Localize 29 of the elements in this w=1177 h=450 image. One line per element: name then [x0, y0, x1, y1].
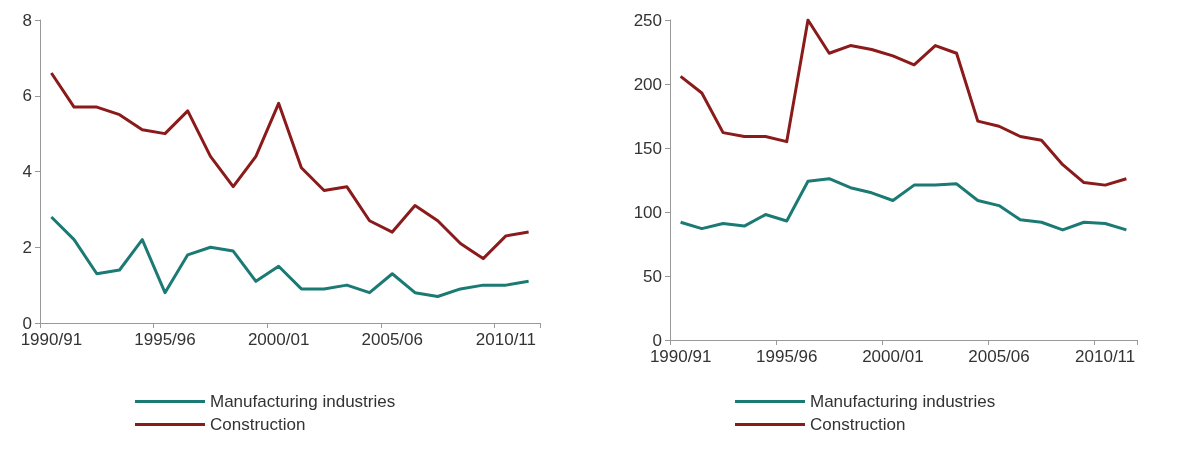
y-tick-label: 200 — [633, 74, 662, 94]
y-tick-label: 0 — [22, 313, 32, 333]
legend-label: Construction — [210, 415, 306, 434]
y-tick-label: 150 — [633, 138, 662, 158]
line-series — [49, 71, 531, 261]
x-tick-label: 2005/06 — [361, 330, 423, 349]
y-tick-label: 8 — [22, 10, 32, 30]
x-tick-label: 2010/11 — [475, 330, 537, 349]
x-tick-label: 1990/91 — [20, 330, 83, 349]
y-tick-label: 50 — [643, 266, 662, 286]
x-tick-label: 1995/96 — [134, 330, 196, 349]
y-tick-label: 250 — [633, 10, 662, 30]
line-series — [49, 215, 531, 298]
y-tick-label: 100 — [633, 202, 662, 222]
y-tick-label: 2 — [22, 237, 32, 257]
line-series — [679, 18, 1128, 187]
x-tick-label: 2010/11 — [1075, 347, 1136, 366]
legend-label: Manufacturing industries — [210, 392, 396, 411]
x-tick-label: 1990/91 — [649, 347, 712, 366]
x-tick-label: 2005/06 — [968, 347, 1030, 366]
y-tick-label: 0 — [652, 330, 662, 350]
line-series — [679, 177, 1128, 232]
legend-label: Manufacturing industries — [810, 392, 996, 411]
y-tick-label: 6 — [22, 86, 32, 106]
x-tick-label: 1995/96 — [756, 347, 818, 366]
y-tick-label: 4 — [22, 162, 32, 181]
x-tick-label: 2000/01 — [862, 347, 924, 366]
legend-label: Construction — [810, 415, 906, 434]
x-tick-label: 2000/01 — [247, 330, 310, 349]
